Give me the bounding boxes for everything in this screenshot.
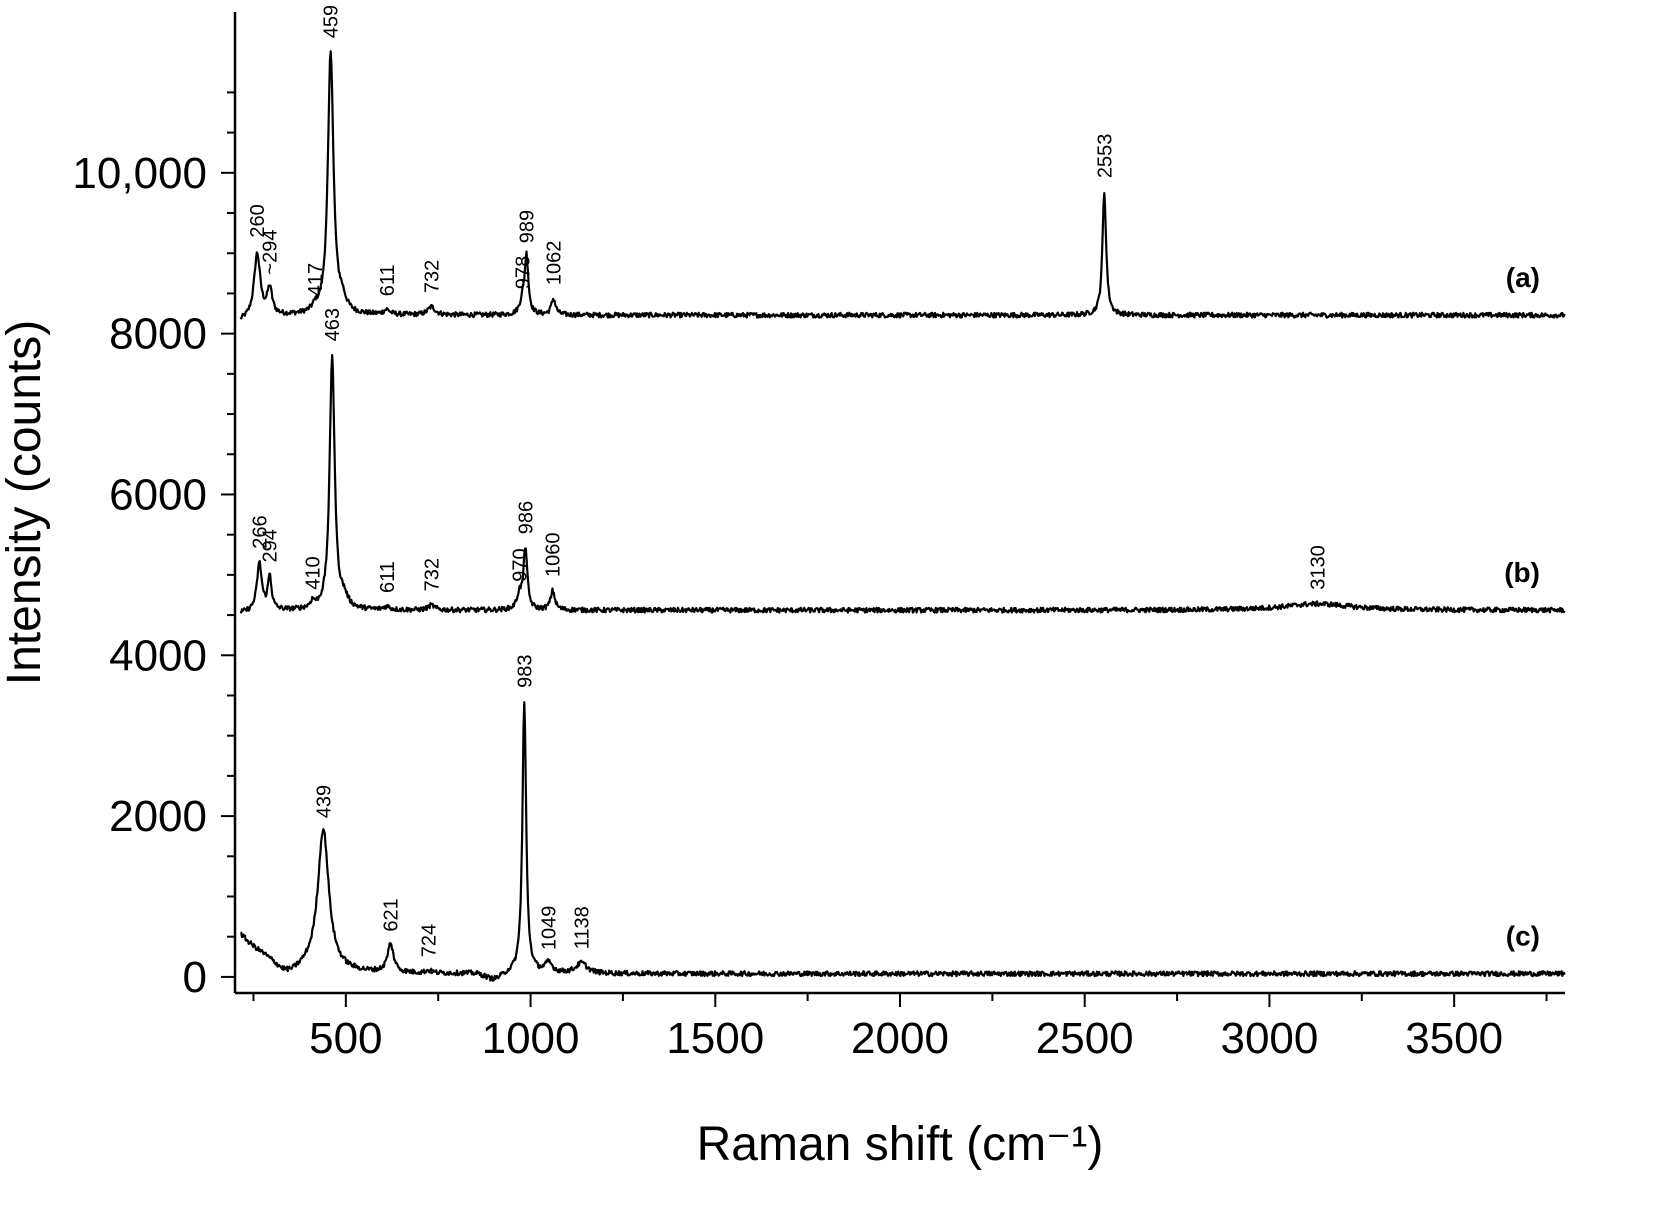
peak-label: 1138 <box>572 906 594 949</box>
peak-label: 463 <box>322 308 344 341</box>
ticks <box>221 91 1548 1007</box>
peak-label: ~294 <box>260 230 282 275</box>
spectrum-line-2 <box>239 354 1566 614</box>
peak-label: 1060 <box>543 533 565 578</box>
x-tick-label: 2500 <box>1036 1014 1134 1063</box>
series-tags: (a) (b) (c) <box>1504 262 1540 952</box>
y-tick-label: 0 <box>183 953 207 1002</box>
y-axis-title: Intensity (counts) <box>0 320 51 685</box>
peak-label: 410 <box>303 556 325 589</box>
series-tag: (c) <box>1506 921 1540 952</box>
peak-label: 611 <box>377 264 399 296</box>
peak-label: 3130 <box>1308 545 1330 590</box>
peak-label: 989 <box>517 210 539 243</box>
tick-labels: 500 1000 1500 2000 2500 3000 3500 0 2000 4000 6000… <box>72 149 1503 1063</box>
peak-label: 459 <box>321 5 343 38</box>
peak-label: 978 <box>512 256 534 289</box>
peak-label: 260 <box>247 204 269 237</box>
peak-label: 732 <box>422 558 444 591</box>
x-tick-label: 1500 <box>666 1014 764 1063</box>
spectrum-line-3 <box>240 701 1566 982</box>
peak-label: 732 <box>422 260 444 293</box>
y-tick-label: 4000 <box>109 631 207 680</box>
peak-label: 439 <box>313 785 335 818</box>
peak-label: 1062 <box>544 241 566 286</box>
peak-label: 970 <box>510 548 532 581</box>
peak-label: 294 <box>260 529 282 562</box>
y-tick-label: 2000 <box>109 792 207 841</box>
y-tick-label: 8000 <box>109 310 207 359</box>
series-tag: (b) <box>1504 557 1540 588</box>
peak-label: 417 <box>305 263 327 296</box>
peak-label: 611 <box>377 561 399 593</box>
spectrum-line-1 <box>239 50 1566 320</box>
x-tick-label: 1000 <box>482 1014 580 1063</box>
x-tick-label: 2000 <box>851 1014 949 1063</box>
y-tick-label: 6000 <box>109 470 207 519</box>
x-axis-title: Raman shift (cm⁻¹) <box>697 1118 1104 1171</box>
y-tick-label: 10,000 <box>72 149 207 198</box>
peak-label: 986 <box>515 501 537 534</box>
peak-label: 621 <box>381 898 403 931</box>
peak-label: 983 <box>514 655 536 688</box>
peak-label: 266 <box>249 515 271 548</box>
series-tag: (a) <box>1506 262 1540 293</box>
axes <box>233 12 1565 995</box>
peak-label: 1049 <box>539 906 561 951</box>
x-tick-label: 3000 <box>1220 1014 1318 1063</box>
spectra <box>239 50 1566 982</box>
peak-label: 724 <box>419 924 441 957</box>
peak-label: 2553 <box>1094 134 1116 179</box>
x-tick-label: 500 <box>309 1014 382 1063</box>
x-tick-label: 3500 <box>1405 1014 1503 1063</box>
